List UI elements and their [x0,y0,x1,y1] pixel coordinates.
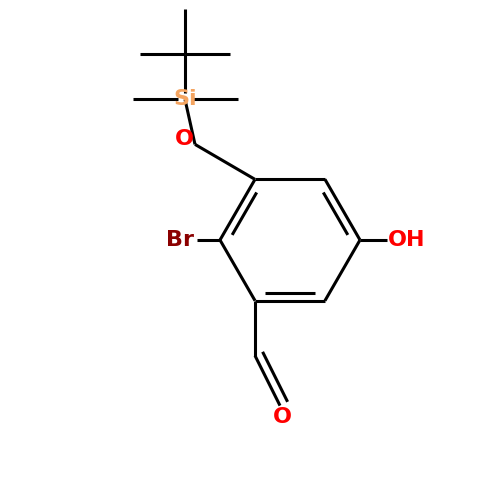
Text: OH: OH [388,230,425,250]
Text: Si: Si [173,90,197,110]
Text: O: O [174,130,194,150]
Text: Br: Br [166,230,194,250]
Text: O: O [273,406,292,426]
